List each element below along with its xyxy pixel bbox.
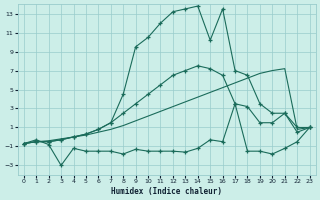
X-axis label: Humidex (Indice chaleur): Humidex (Indice chaleur) (111, 187, 222, 196)
